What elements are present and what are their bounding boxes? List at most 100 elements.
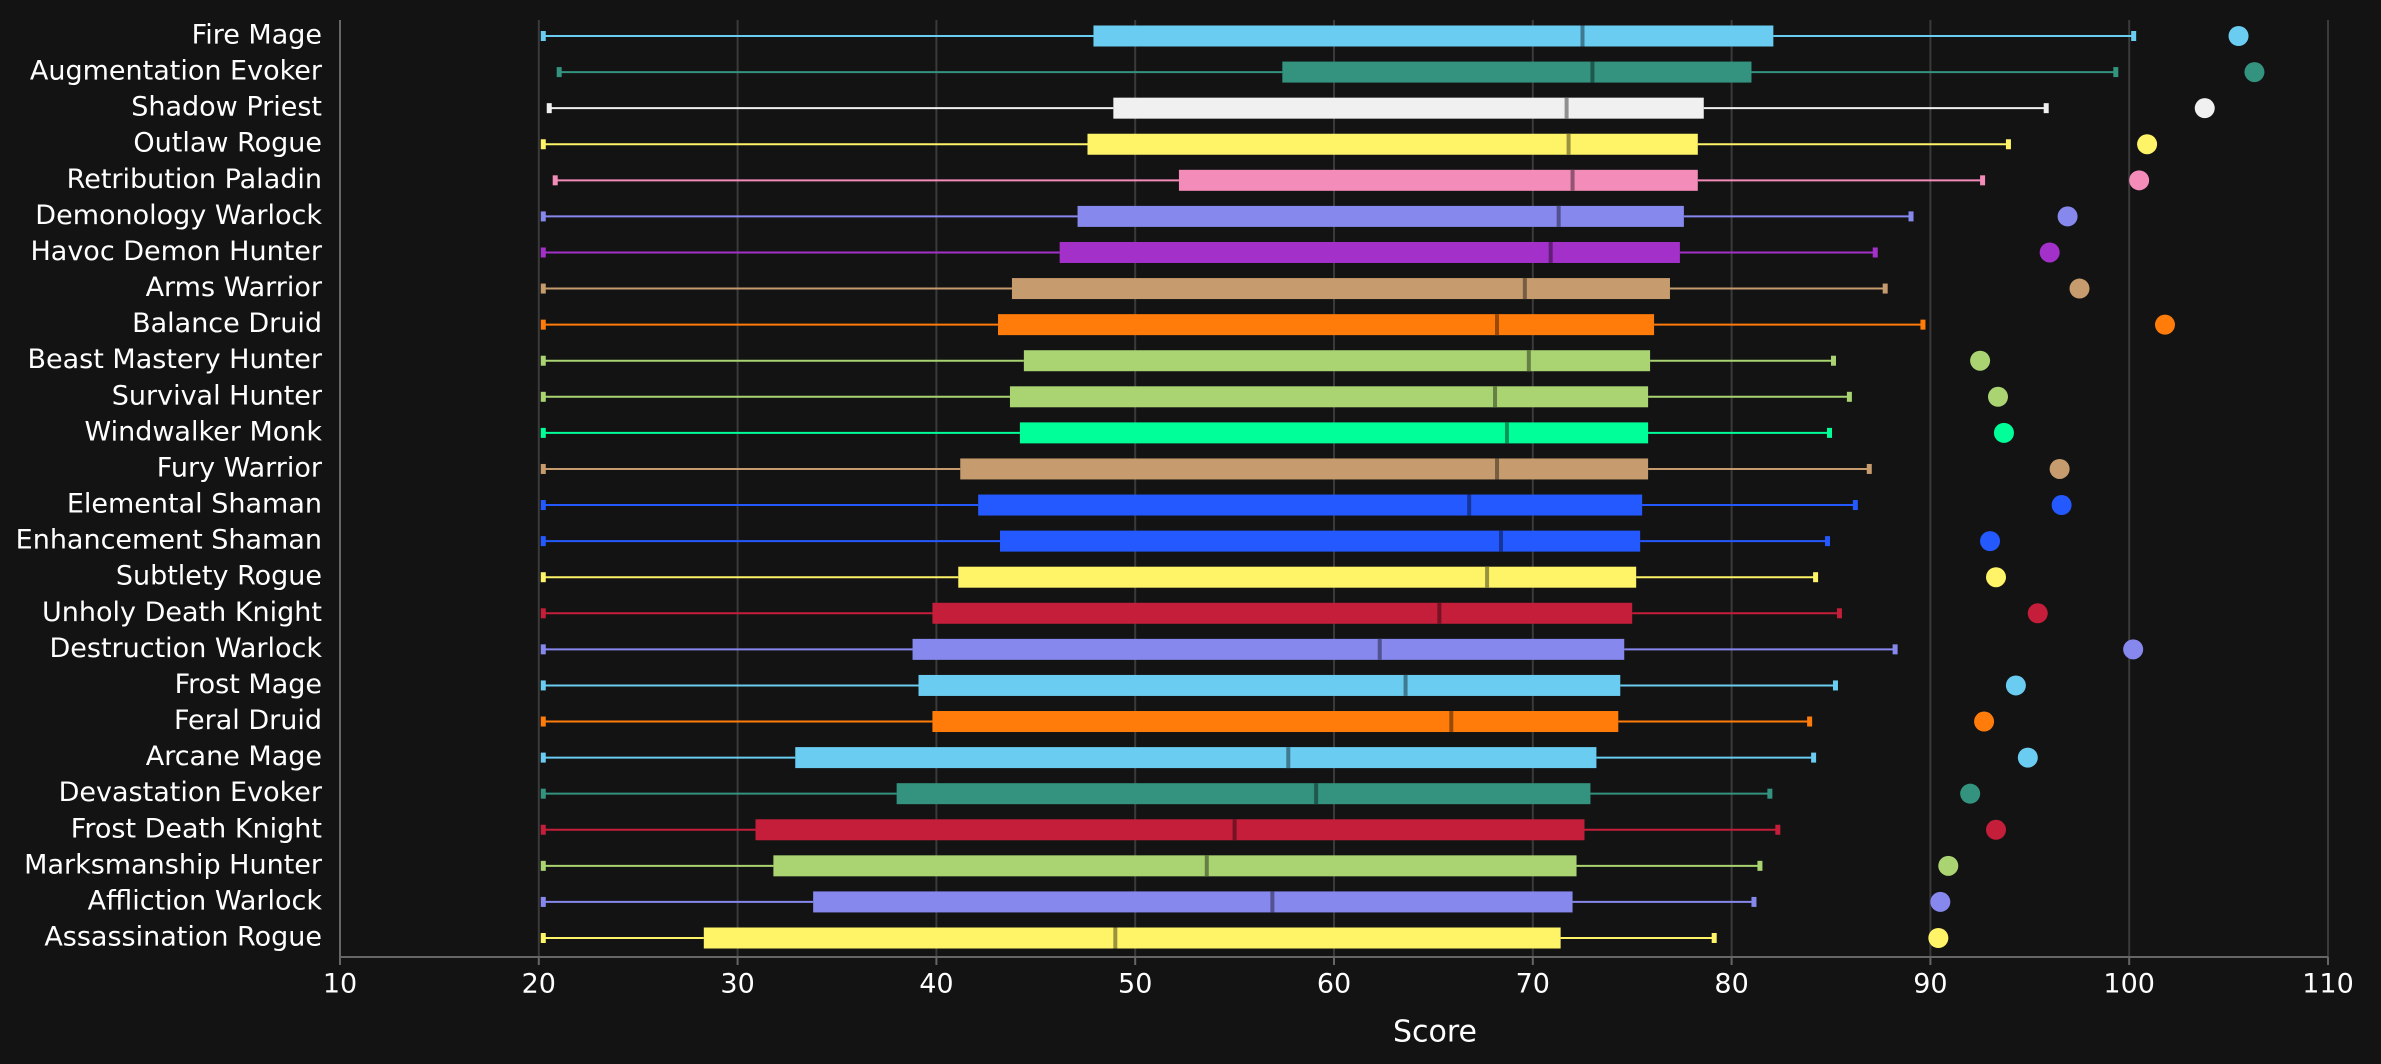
y-tick-label: Assassination Rogue [44, 922, 322, 953]
best-dot [1986, 567, 2007, 588]
box [998, 314, 1655, 336]
box [813, 891, 1573, 913]
whisker-cap-low [540, 752, 546, 763]
box [755, 819, 1585, 841]
whisker-cap-high [1836, 608, 1842, 619]
y-tick-label: Elemental Shaman [67, 489, 322, 520]
box [1282, 61, 1752, 83]
y-tick-label: Fury Warrior [157, 452, 323, 483]
whisker-cap-high [1852, 500, 1858, 511]
best-dot [1970, 350, 1991, 371]
median [1504, 422, 1509, 444]
median [1498, 530, 1503, 552]
box [896, 783, 1591, 805]
x-tick-label: 80 [1714, 969, 1748, 1000]
whisker-cap-low [540, 572, 546, 583]
y-tick-label: Outlaw Rogue [133, 128, 322, 159]
best-dot [2051, 495, 2072, 516]
box [773, 855, 1577, 877]
box [1087, 133, 1698, 155]
y-tick-label: Arcane Mage [146, 741, 322, 772]
y-tick-label: Feral Druid [174, 705, 322, 736]
whisker-cap-low [540, 824, 546, 835]
whisker-cap-low [540, 211, 546, 222]
best-dot [1930, 891, 1951, 912]
box [1059, 241, 1680, 263]
best-dot [2194, 98, 2215, 119]
whisker-cap-low [540, 608, 546, 619]
box [932, 602, 1633, 624]
y-tick-label: Frost Death Knight [71, 813, 322, 844]
x-tick-label: 50 [1118, 969, 1152, 1000]
whisker-cap-high [1920, 319, 1926, 330]
best-dot [1986, 819, 2007, 840]
whisker-cap-high [1767, 788, 1773, 799]
y-tick-label: Balance Druid [132, 308, 322, 339]
box [918, 674, 1621, 696]
best-dot [1928, 928, 1949, 948]
x-tick-label: 10 [323, 969, 357, 1000]
whisker-cap-low [540, 860, 546, 871]
y-tick-label: Enhancement Shaman [16, 525, 322, 556]
y-tick-label: Survival Hunter [112, 380, 323, 411]
y-tick-label: Shadow Priest [131, 92, 322, 123]
x-tick-label: 40 [919, 969, 953, 1000]
box [1011, 278, 1670, 300]
x-tick-label: 100 [2103, 969, 2155, 1000]
whisker-cap-high [1830, 355, 1836, 366]
best-dot [2049, 458, 2070, 479]
best-dot [2027, 603, 2048, 624]
whisker-cap-low [540, 463, 546, 474]
whisker-cap-high [1908, 211, 1914, 222]
whisker-cap-high [1872, 247, 1878, 258]
best-dot [1980, 531, 2001, 552]
whisker-cap-low [540, 283, 546, 294]
median [1566, 133, 1571, 155]
x-tick-label: 70 [1516, 969, 1550, 1000]
x-tick-label: 20 [522, 969, 556, 1000]
median [1270, 891, 1275, 913]
whisker-cap-high [1751, 896, 1757, 907]
whisker-cap-low [540, 247, 546, 258]
whisker-cap-low [540, 355, 546, 366]
whisker-cap-low [540, 680, 546, 691]
whisker-cap-high [2113, 67, 2119, 78]
best-dot [2244, 62, 2265, 83]
median [1314, 783, 1319, 805]
y-tick-label: Windwalker Monk [84, 416, 322, 447]
y-tick-label: Demonology Warlock [35, 200, 322, 231]
whisker-cap-low [540, 31, 546, 41]
x-tick-label: 90 [1913, 969, 1947, 1000]
whisker-cap-low [546, 103, 552, 114]
whisker-cap-high [2043, 103, 2049, 114]
whisker-cap-high [1827, 427, 1833, 438]
whisker-cap-low [540, 896, 546, 907]
y-tick-label: Havoc Demon Hunter [30, 236, 322, 267]
y-tick-label: Subtlety Rogue [116, 561, 322, 592]
box [1009, 386, 1649, 408]
whisker-cap-high [2131, 31, 2137, 41]
box [703, 927, 1561, 949]
whisker-cap-low [540, 933, 546, 943]
whisker-cap-high [2005, 139, 2011, 150]
best-dot [1993, 422, 2014, 443]
y-tick-label: Destruction Warlock [49, 633, 322, 664]
best-dot [2069, 278, 2090, 299]
median [1526, 350, 1531, 372]
median [1286, 747, 1291, 769]
y-tick-label: Retribution Paladin [67, 164, 322, 195]
whisker-cap-high [1711, 933, 1717, 943]
y-tick-label: Unholy Death Knight [42, 597, 322, 628]
whisker-cap-low [540, 536, 546, 547]
whisker-cap-low [540, 500, 546, 511]
box [912, 638, 1625, 660]
x-tick-label: 110 [2302, 969, 2354, 1000]
y-tick-label: Marksmanship Hunter [24, 849, 323, 880]
box [958, 566, 1637, 588]
best-dot [2137, 134, 2158, 155]
whisker-cap-high [1846, 391, 1852, 402]
median [1437, 602, 1442, 624]
median [1522, 278, 1527, 300]
best-dot [2123, 639, 2144, 660]
